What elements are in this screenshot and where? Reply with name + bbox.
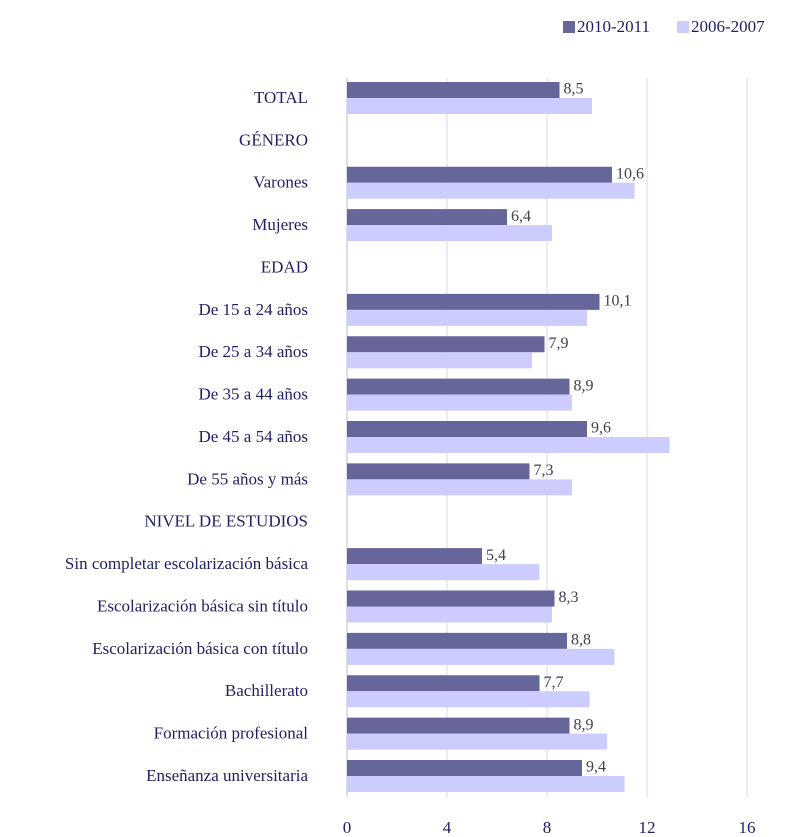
category-label: Sin completar escolarización básica xyxy=(65,554,309,573)
category-label: EDAD xyxy=(261,257,308,276)
category-label: De 35 a 44 años xyxy=(198,385,308,404)
bar xyxy=(347,564,540,581)
bar xyxy=(347,182,635,199)
bar xyxy=(347,82,560,98)
bar xyxy=(347,437,670,453)
bar xyxy=(347,648,615,665)
category-label: Mujeres xyxy=(252,215,308,234)
value-label: 10,6 xyxy=(616,165,644,182)
value-label: 5,4 xyxy=(486,547,506,564)
value-label: 8,3 xyxy=(559,589,579,606)
value-label: 7,3 xyxy=(534,462,554,479)
bar xyxy=(347,309,587,326)
bar xyxy=(347,225,552,242)
bar xyxy=(347,352,532,369)
value-label: 8,9 xyxy=(574,716,594,733)
value-label: 7,7 xyxy=(544,674,564,691)
category-label: De 15 a 24 años xyxy=(198,300,308,319)
category-label: Enseñanza universitaria xyxy=(146,766,308,785)
legend-swatch xyxy=(563,21,575,33)
bar xyxy=(347,733,607,750)
bar xyxy=(347,606,552,623)
bar xyxy=(347,675,540,692)
bar xyxy=(347,463,530,480)
value-label: 6,4 xyxy=(511,208,531,225)
bar xyxy=(347,336,545,353)
bar xyxy=(347,166,612,183)
bar xyxy=(347,378,570,395)
bar xyxy=(347,691,590,708)
category-label: De 25 a 34 años xyxy=(198,342,308,361)
legend-label: 2010-2011 xyxy=(577,17,650,36)
category-label: Varones xyxy=(253,173,308,192)
bar xyxy=(347,590,555,607)
category-label: GÉNERO xyxy=(239,130,308,149)
bar xyxy=(347,760,582,776)
bar xyxy=(347,98,592,114)
category-label: Formación profesional xyxy=(154,724,309,743)
bar xyxy=(347,479,572,496)
value-label: 9,4 xyxy=(586,759,606,776)
x-tick-label: 4 xyxy=(443,818,452,837)
category-label: Escolarización básica con título xyxy=(92,639,308,658)
bar xyxy=(347,293,600,310)
bar xyxy=(347,548,482,565)
value-label: 9,6 xyxy=(591,420,611,437)
value-label: 8,9 xyxy=(574,377,594,394)
bar xyxy=(347,394,572,411)
bar xyxy=(347,717,570,734)
value-label: 8,5 xyxy=(564,81,584,98)
category-label: De 45 a 54 años xyxy=(198,427,308,446)
x-tick-label: 0 xyxy=(343,818,352,837)
value-label: 10,1 xyxy=(604,293,632,310)
legend-label: 2006-2007 xyxy=(691,17,765,36)
x-tick-label: 12 xyxy=(639,818,656,837)
legend-swatch xyxy=(677,21,689,33)
bar xyxy=(347,776,625,792)
category-label: De 55 años y más xyxy=(187,469,308,488)
bar xyxy=(347,421,587,437)
value-label: 7,9 xyxy=(549,335,569,352)
x-tick-label: 8 xyxy=(543,818,552,837)
category-label: Escolarización básica sin título xyxy=(97,596,308,615)
category-label: Bachillerato xyxy=(225,681,308,700)
bar xyxy=(347,632,567,649)
bar xyxy=(347,209,507,226)
category-label: TOTAL xyxy=(254,88,308,107)
category-label: NIVEL DE ESTUDIOS xyxy=(144,512,308,531)
x-tick-label: 16 xyxy=(739,818,756,837)
value-label: 8,8 xyxy=(571,632,591,649)
